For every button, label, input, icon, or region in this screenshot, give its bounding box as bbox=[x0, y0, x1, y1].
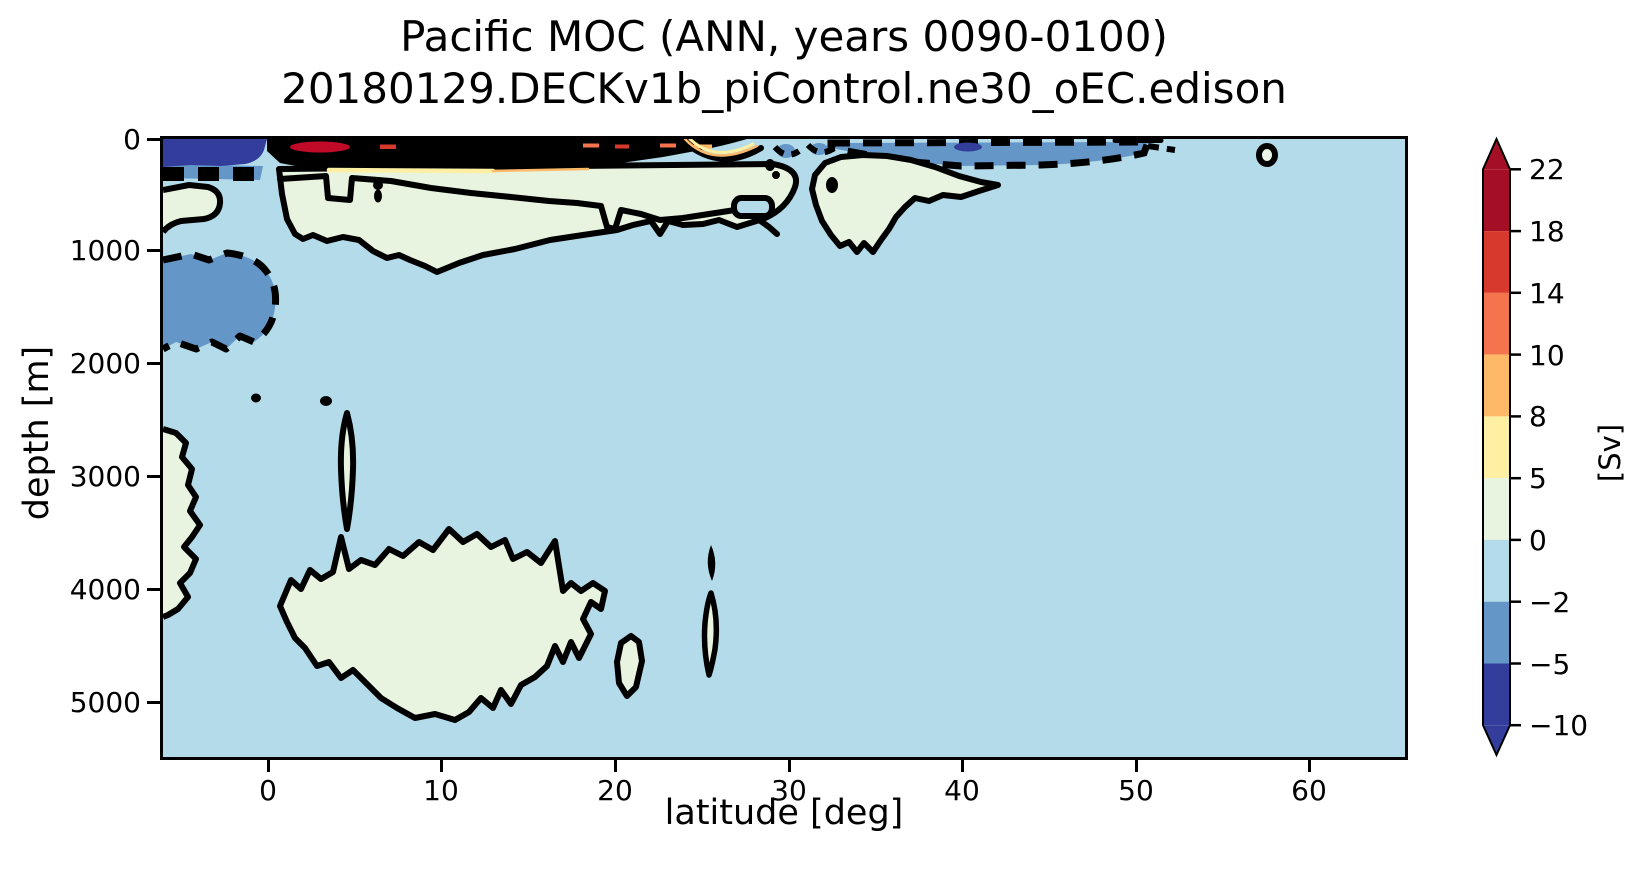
x-tick-label: 30 bbox=[771, 774, 807, 807]
colorbar-segment bbox=[1483, 231, 1510, 293]
contour-sliver-4n bbox=[337, 410, 357, 532]
x-tick-mark bbox=[960, 760, 964, 772]
contour-wisp-red-2 bbox=[615, 144, 629, 149]
x-tick-label: 0 bbox=[259, 774, 277, 807]
contour-arc-band-end bbox=[679, 139, 764, 162]
x-tick-label: 10 bbox=[423, 774, 459, 807]
colorbar-tick-marks bbox=[1510, 168, 1521, 727]
x-tick-mark bbox=[1134, 760, 1138, 772]
contour-fragment-dash-1 bbox=[772, 144, 801, 158]
x-tick-label: 20 bbox=[597, 774, 633, 807]
y-tick-mark bbox=[147, 700, 160, 704]
colorbar-segment bbox=[1483, 354, 1510, 417]
contour-dots-2300m bbox=[251, 393, 332, 406]
contour-region-upper-positive-cell bbox=[276, 161, 799, 275]
chart-title-line1: Pacific MOC (ANN, years 0090-0100) bbox=[400, 12, 1168, 61]
contour-region-south-upper-positive bbox=[163, 182, 224, 234]
contour-region-deep-south-column bbox=[163, 426, 203, 620]
colorbar-segment bbox=[1483, 478, 1510, 540]
contour-region-south-intermediate-negative bbox=[163, 249, 280, 353]
contour-region-deep-blob-21n bbox=[614, 633, 645, 699]
contour-dots-28n bbox=[765, 159, 780, 179]
colorbar-tick-label: 0 bbox=[1529, 524, 1547, 557]
contour-wisp-orange-1 bbox=[583, 143, 599, 148]
colorbar-tick-label: −5 bbox=[1529, 648, 1570, 681]
colorbar-arrow-top bbox=[1483, 139, 1510, 170]
contour-region-surface-crimson-core bbox=[290, 141, 350, 153]
y-tick-label: 3000 bbox=[69, 460, 141, 493]
contour-dot-inside-midlat-cell bbox=[826, 177, 838, 193]
chart-title-line2: 20180129.DECKv1b_piControl.ne30_oEC.edis… bbox=[281, 64, 1287, 113]
colorbar-segment bbox=[1483, 169, 1510, 232]
contour-region-surface-negative-navy bbox=[163, 139, 267, 167]
colorbar-segment bbox=[1483, 539, 1510, 602]
x-axis-label: latitude [deg] bbox=[664, 793, 904, 833]
contour-lens-26n bbox=[701, 590, 720, 678]
y-tick-label: 0 bbox=[123, 123, 141, 156]
y-tick-mark bbox=[147, 587, 160, 591]
contour-arc-orange bbox=[683, 139, 759, 157]
x-tick-label: 50 bbox=[1118, 774, 1154, 807]
contour-region-deep-tropical-blob bbox=[277, 526, 608, 723]
contour-hollow-cell-28n bbox=[731, 195, 775, 219]
x-tick-label: 60 bbox=[1291, 774, 1327, 807]
colorbar-tick-label: 8 bbox=[1529, 400, 1547, 433]
contour-tail-dash bbox=[1147, 143, 1176, 153]
colorbar-tick-label: 10 bbox=[1529, 339, 1565, 372]
y-tick-label: 5000 bbox=[69, 686, 141, 719]
contour-region-surface-red-wisp bbox=[380, 144, 396, 149]
contour-strip-orange bbox=[491, 167, 590, 173]
colorbar-tick-label: −2 bbox=[1529, 586, 1570, 619]
colorbar-segment bbox=[1483, 601, 1510, 664]
contour-region-midlat-positive bbox=[809, 152, 1001, 255]
x-tick-mark bbox=[266, 760, 270, 772]
colorbar-tick-label: −10 bbox=[1529, 709, 1588, 742]
y-axis-label: depth [m] bbox=[17, 345, 57, 521]
y-tick-mark bbox=[147, 474, 160, 478]
contour-dot-26n bbox=[707, 545, 716, 581]
x-tick-mark bbox=[613, 760, 617, 772]
contour-canvas bbox=[163, 139, 1405, 757]
contour-dot-mushroom bbox=[373, 180, 383, 203]
y-tick-label: 4000 bbox=[69, 573, 141, 606]
contour-arc-yellow bbox=[688, 139, 755, 154]
x-tick-mark bbox=[1307, 760, 1311, 772]
colorbar-segment bbox=[1483, 292, 1510, 355]
contour-ring-58n bbox=[1256, 143, 1278, 167]
colorbar: 22 18 14 10 8 5 0 −2 −5 −10 bbox=[1482, 136, 1588, 758]
y-tick-mark bbox=[147, 248, 160, 252]
x-tick-mark bbox=[787, 760, 791, 772]
x-tick-label: 40 bbox=[944, 774, 980, 807]
colorbar-unit-label: [Sv] bbox=[1593, 423, 1627, 483]
colorbar-segment bbox=[1483, 663, 1510, 726]
contour-line-inner bbox=[277, 173, 780, 237]
x-tick-mark bbox=[439, 760, 443, 772]
colorbar-tick-label: 5 bbox=[1529, 462, 1547, 495]
y-tick-mark bbox=[147, 361, 160, 365]
contour-wisp-orange-3 bbox=[660, 143, 676, 148]
colorbar-arrow-bottom bbox=[1483, 725, 1510, 755]
y-tick-label: 1000 bbox=[69, 234, 141, 267]
colorbar-tick-label: 22 bbox=[1529, 153, 1565, 186]
contour-strip-yellow bbox=[326, 167, 496, 174]
colorbar-tick-label: 14 bbox=[1529, 277, 1565, 310]
y-tick-mark bbox=[147, 137, 160, 141]
contour-region-midlat-navy-core bbox=[954, 142, 982, 152]
contour-fragment-dash-2 bbox=[805, 142, 836, 156]
colorbar-tick-label: 18 bbox=[1529, 215, 1565, 248]
y-tick-label: 2000 bbox=[69, 347, 141, 380]
plot-area bbox=[160, 136, 1408, 760]
colorbar-segment bbox=[1483, 416, 1510, 479]
